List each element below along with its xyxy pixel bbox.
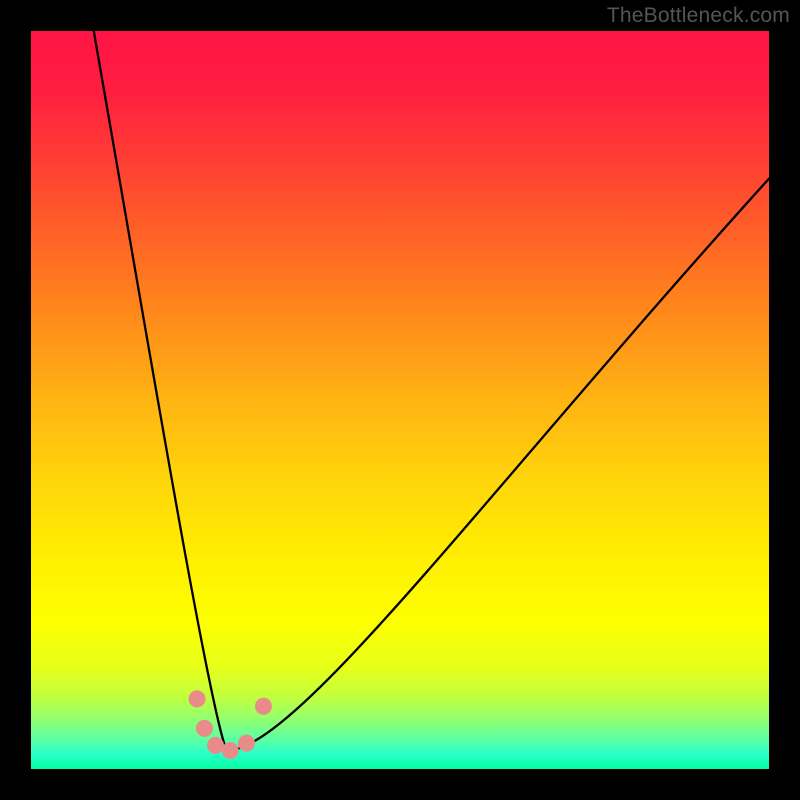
valley-marker [238, 735, 255, 752]
valley-marker [255, 698, 272, 715]
plot-frame [31, 31, 769, 769]
valley-marker [189, 690, 206, 707]
valley-marker [207, 737, 224, 754]
watermark-text: TheBottleneck.com [607, 4, 790, 28]
bottleneck-curve [227, 179, 769, 751]
curve-layer [31, 31, 769, 769]
valley-marker [196, 720, 213, 737]
bottleneck-curve [94, 31, 227, 751]
valley-marker [222, 742, 239, 759]
